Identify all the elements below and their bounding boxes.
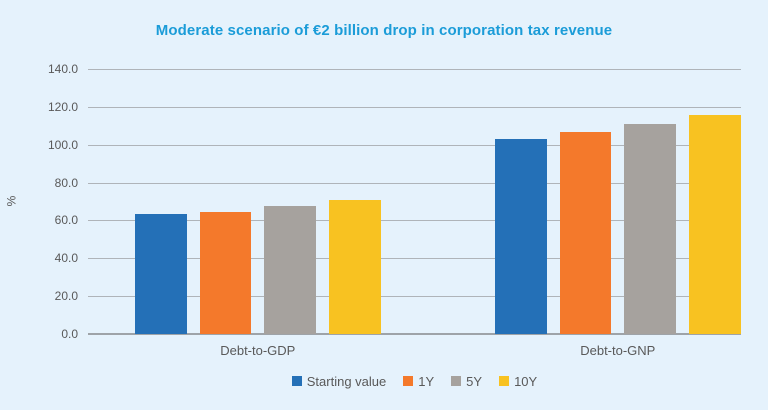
bar-debt-to-gnp-starting-value — [495, 139, 547, 334]
legend-label: 10Y — [514, 373, 538, 389]
y-tick-label: 60.0 — [54, 213, 78, 228]
y-tick-label: 0.0 — [61, 327, 78, 341]
gridline — [88, 296, 741, 298]
legend-label: 1Y — [418, 373, 435, 389]
legend-item-10y: 10Y — [499, 374, 537, 389]
y-axis-title: % — [4, 195, 19, 206]
bar-debt-to-gdp-10y — [329, 199, 381, 334]
legend-swatch-icon — [451, 376, 462, 386]
y-tick-label: 120.0 — [47, 99, 78, 114]
x-category-label-debt-to-gnp: Debt-to-GNP — [580, 343, 656, 358]
bar-debt-to-gnp-1y — [559, 132, 612, 334]
legend-item-starting-value: Starting value — [291, 373, 387, 389]
gridline — [88, 144, 741, 146]
bar-debt-to-gnp-10y — [689, 115, 741, 334]
gridline — [88, 69, 741, 70]
x-category-label-debt-to-gdp: Debt-to-GDP — [220, 343, 296, 358]
legend-label: 5Y — [466, 373, 483, 389]
y-tick-label: 80.0 — [54, 175, 78, 190]
legend-item-5y: 5Y — [451, 374, 482, 389]
chart-title: Moderate scenario of €2 billion drop in … — [155, 22, 613, 39]
y-tick-label: 140.0 — [47, 62, 78, 76]
legend: Starting value 1Y 5Y 10Y — [88, 372, 741, 390]
legend-swatch-icon — [403, 376, 414, 386]
gridline — [88, 220, 741, 222]
bar-debt-to-gnp-5y — [624, 123, 676, 334]
legend-item-1y: 1Y — [403, 374, 434, 389]
plot-area — [88, 69, 741, 335]
bar-debt-to-gdp-starting-value — [135, 213, 187, 334]
gridline — [88, 182, 741, 184]
x-axis-baseline — [88, 333, 741, 335]
legend-swatch-icon — [291, 376, 302, 386]
legend-label: Starting value — [306, 373, 387, 389]
gridline — [88, 106, 741, 108]
y-tick-label: 40.0 — [54, 251, 78, 266]
y-tick-label: 20.0 — [54, 289, 78, 304]
bar-debt-to-gdp-1y — [199, 211, 252, 334]
gridline — [88, 258, 741, 260]
bar-debt-to-gdp-5y — [264, 206, 316, 334]
legend-swatch-icon — [499, 376, 510, 386]
y-tick-label: 100.0 — [47, 137, 78, 152]
